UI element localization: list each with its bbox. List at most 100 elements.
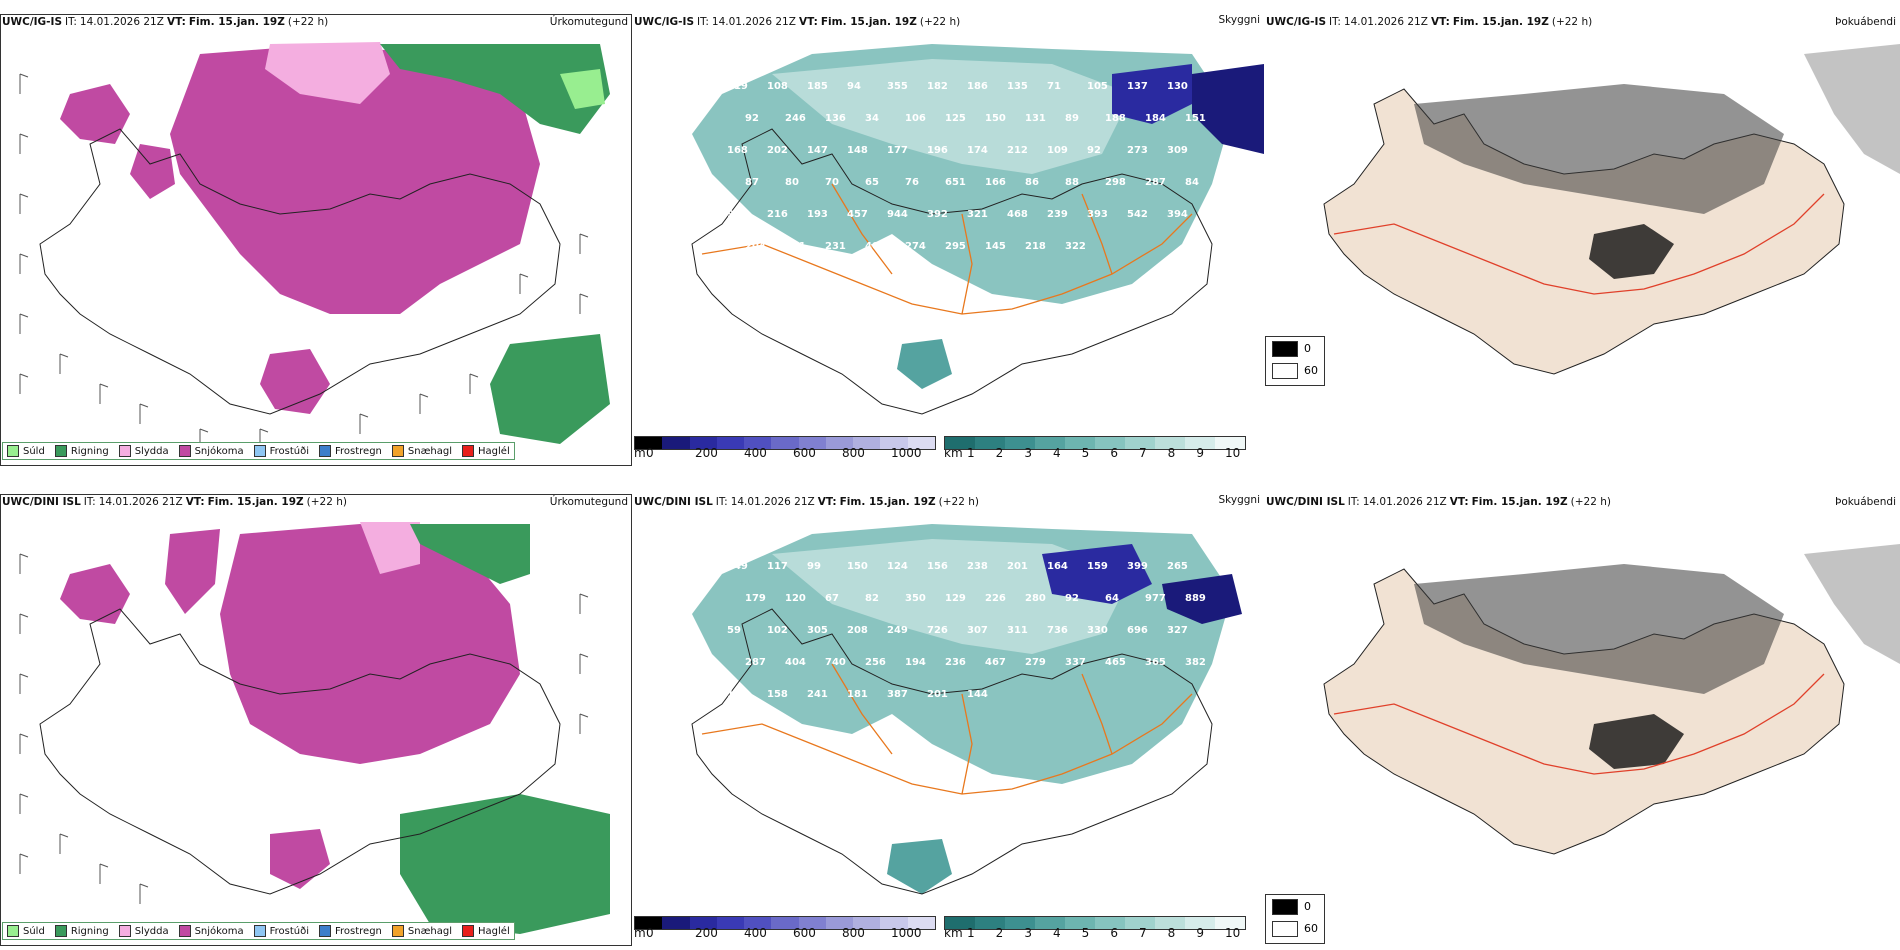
visibility-area-light [772, 59, 1132, 174]
legend-item: Rigning [54, 445, 109, 457]
ceiling-value-label: 740 [825, 657, 846, 668]
color-bar-swatch [1095, 917, 1125, 929]
ceiling-area-s [897, 339, 952, 389]
color-bar-swatch [662, 437, 690, 449]
ceiling-value-label: 216 [767, 209, 788, 220]
panel-header: UWC/DINI ISL IT: 14.01.2026 21Z VT: Fim.… [2, 494, 628, 510]
ceiling-values: 149 117 99 150 124 156 238 201 164 159 399 265 179 12… [727, 561, 1206, 700]
ceiling-value-label: 193 [807, 209, 828, 220]
ceiling-value-label: 241 [807, 689, 828, 700]
scale-tick-label: 9 [1196, 926, 1204, 940]
scale-tick-label: 800 [842, 926, 865, 940]
ceiling-value-label: 287 [745, 657, 766, 668]
color-bar-swatch [945, 917, 975, 929]
color-bar-swatch [1185, 917, 1215, 929]
scale-tick-label: 1000 [891, 926, 922, 940]
model-name: UWC/IG-IS [2, 16, 63, 28]
ceiling-value-label: 404 [785, 657, 806, 668]
ceiling-value-label: 151 [1185, 113, 1206, 124]
color-bar-swatch [798, 437, 826, 449]
ceiling-value-label: 177 [887, 145, 908, 156]
panel-header: UWC/IG-IS IT: 14.01.2026 21Z VT: Fim. 15… [2, 14, 628, 30]
fog-shading-dense [1589, 224, 1674, 279]
scale-tick-label: 10 [1225, 926, 1241, 940]
panel-title-fog: Þokuábendi [1835, 16, 1896, 28]
lead-time: (+22 h) [938, 496, 979, 508]
ceiling-value-label: 218 [1025, 241, 1046, 252]
ceiling-value-label: 194 [905, 657, 926, 668]
color-bar-swatch [975, 917, 1005, 929]
ceiling-value-label: 309 [1167, 145, 1188, 156]
ceiling-value-label: 150 [847, 561, 868, 572]
ceiling-value-label: 88 [1065, 177, 1079, 188]
color-bar-swatch [744, 437, 772, 449]
ceiling-value-label: 322 [1065, 241, 1086, 252]
ceiling-value-label: 120 [785, 593, 806, 604]
drizzle-area-ne [560, 69, 605, 109]
scale-tick-label: 6 [1110, 926, 1118, 940]
color-bar-swatch [662, 917, 690, 929]
ceiling-value-label: 92 [1065, 593, 1079, 604]
ceiling-value-label: 150 [985, 113, 1006, 124]
ceiling-value-label: 186 [967, 81, 988, 92]
ceiling-value-label: 124 [887, 561, 908, 572]
scale-tick-label: 0 [646, 926, 654, 940]
ceiling-value-label: 977 [1145, 593, 1166, 604]
ceiling-value-label: 736 [1047, 625, 1068, 636]
ceiling-value-label: 696 [1127, 625, 1148, 636]
ceiling-value-label: 70 [825, 177, 839, 188]
ceiling-value-label: 404 [865, 241, 886, 252]
fog-map-bottom [1323, 544, 1900, 855]
it-label: IT: [83, 496, 96, 508]
ceiling-value-label: 273 [1127, 145, 1148, 156]
fog-key-bottom: 0 60 [1265, 894, 1325, 944]
scale-tick-label: 4 [1053, 446, 1061, 460]
legend-item: Haglél [462, 445, 510, 457]
panel-header: UWC/IG-IS IT: 14.01.2026 21Z VT: Fim. 15… [634, 14, 1260, 30]
it-value: 14.01.2026 21Z [98, 496, 183, 508]
ceiling-value-label: 350 [905, 593, 926, 604]
ceiling-value-label: 280 [1025, 593, 1046, 604]
rain-area-ne [380, 44, 610, 134]
ceiling-value-label: 239 [1047, 209, 1068, 220]
ceiling-value-label: 394 [1167, 209, 1188, 220]
iceland-coastline [39, 608, 561, 895]
legend-item: Súld [7, 925, 45, 937]
ceiling-value-label: 82 [865, 593, 879, 604]
iceland-coastline [691, 128, 1213, 415]
scale-tick-label: 8 [1167, 446, 1176, 460]
ceiling-value-label: 105 [1087, 81, 1108, 92]
ceiling-value-label: 355 [887, 81, 908, 92]
ceiling-value-label: 71 [1047, 81, 1061, 92]
vt-value: Fim. 15.jan. 19Z [839, 496, 936, 508]
lead-time: (+22 h) [287, 16, 329, 28]
precip-legend-bottom: Súld Rigning Slydda Snjókoma Frostúði Fr… [2, 922, 515, 940]
color-bar-swatch [907, 917, 935, 929]
legend-item: Snjókoma [178, 445, 244, 457]
ceiling-value-label: 159 [1087, 561, 1108, 572]
it-label: IT: [697, 16, 709, 28]
scale-tick-label: 3 [1024, 446, 1032, 460]
snow-area-w [165, 529, 220, 614]
ceiling-value-label: 185 [807, 81, 828, 92]
scale-tick-label: 7 [1139, 446, 1147, 460]
precip-panel-top: UWC/IG-IS IT: 14.01.2026 21Z VT: Fim. 15… [0, 14, 632, 466]
snow-area-s [270, 829, 330, 889]
ceiling-value-label: 135 [1007, 81, 1028, 92]
scale-tick-label: 5 [1081, 926, 1090, 940]
panel-header: UWC/DINI ISL IT: 14.01.2026 21Z VT: Fim.… [634, 494, 1260, 510]
it-value: 14.01.2026 21Z [1362, 496, 1447, 508]
scale-tick-label: 4 [1053, 926, 1061, 940]
panel-title-precip: Úrkomutegund [549, 16, 628, 28]
ceiling-value-label: 188 [1105, 113, 1126, 124]
ceiling-value-label: 196 [927, 145, 948, 156]
ceiling-value-label: 311 [1007, 625, 1028, 636]
ceiling-value-label: 327 [1167, 625, 1188, 636]
ceiling-value-label: 231 [825, 241, 846, 252]
precip-frame-bottom [0, 494, 632, 946]
scale-tick-label: 0 [646, 446, 654, 460]
color-bar-swatch [771, 917, 799, 929]
color-bar-swatch [716, 437, 745, 449]
ceiling-value-label: 166 [985, 177, 1006, 188]
ceiling-value-label: 145 [985, 241, 1006, 252]
